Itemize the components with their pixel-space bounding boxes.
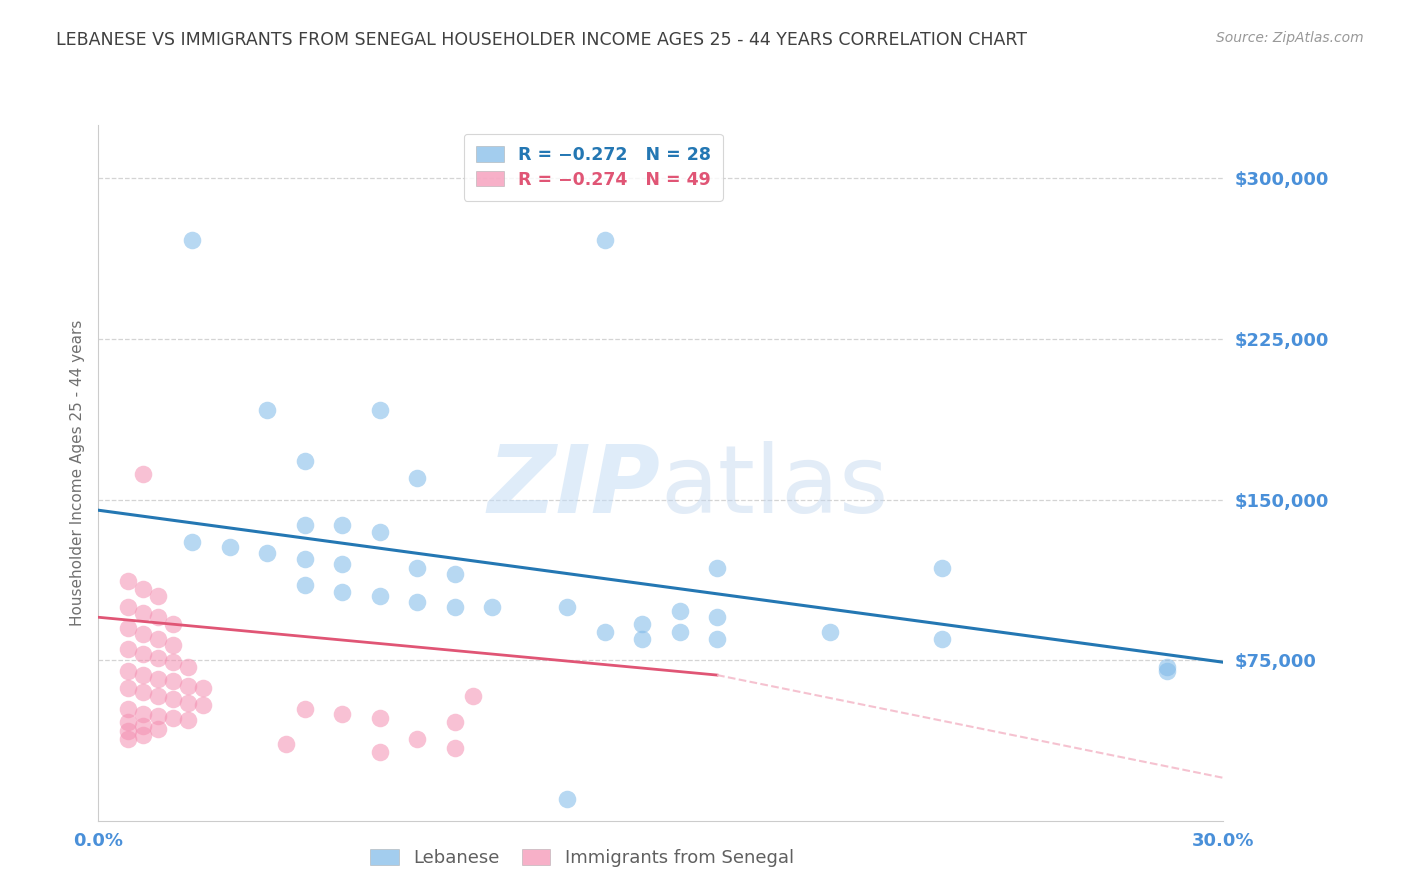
- Point: [117, 702, 139, 716]
- Point: [177, 713, 200, 727]
- Point: [162, 616, 184, 631]
- Text: atlas: atlas: [661, 441, 889, 533]
- Point: [593, 625, 616, 640]
- Point: [148, 690, 170, 704]
- Point: [294, 518, 316, 533]
- Point: [368, 745, 391, 759]
- Point: [294, 578, 316, 592]
- Point: [132, 627, 155, 641]
- Point: [330, 584, 353, 599]
- Point: [148, 708, 170, 723]
- Point: [132, 728, 155, 742]
- Point: [631, 632, 654, 646]
- Point: [406, 471, 429, 485]
- Point: [162, 655, 184, 669]
- Text: LEBANESE VS IMMIGRANTS FROM SENEGAL HOUSEHOLDER INCOME AGES 25 - 44 YEARS CORREL: LEBANESE VS IMMIGRANTS FROM SENEGAL HOUS…: [56, 31, 1028, 49]
- Point: [148, 722, 170, 736]
- Point: [117, 574, 139, 588]
- Point: [443, 715, 465, 730]
- Point: [931, 632, 953, 646]
- Point: [555, 599, 578, 614]
- Point: [706, 561, 728, 575]
- Point: [193, 698, 215, 712]
- Point: [148, 651, 170, 665]
- Point: [294, 702, 316, 716]
- Point: [162, 711, 184, 725]
- Point: [1156, 664, 1178, 678]
- Point: [132, 719, 155, 733]
- Point: [256, 402, 278, 417]
- Point: [148, 632, 170, 646]
- Point: [256, 546, 278, 560]
- Point: [177, 696, 200, 710]
- Point: [148, 673, 170, 687]
- Point: [631, 616, 654, 631]
- Point: [368, 589, 391, 603]
- Point: [368, 524, 391, 539]
- Point: [406, 561, 429, 575]
- Point: [177, 679, 200, 693]
- Point: [117, 732, 139, 747]
- Point: [117, 664, 139, 678]
- Point: [148, 589, 170, 603]
- Point: [443, 740, 465, 755]
- Point: [148, 610, 170, 624]
- Point: [818, 625, 841, 640]
- Point: [406, 732, 429, 747]
- Point: [132, 668, 155, 682]
- Point: [132, 685, 155, 699]
- Point: [162, 691, 184, 706]
- Point: [132, 706, 155, 721]
- Point: [555, 792, 578, 806]
- Point: [274, 737, 297, 751]
- Point: [668, 625, 690, 640]
- Point: [117, 599, 139, 614]
- Point: [481, 599, 503, 614]
- Point: [162, 674, 184, 689]
- Text: ZIP: ZIP: [488, 441, 661, 533]
- Point: [443, 599, 465, 614]
- Point: [117, 681, 139, 695]
- Point: [463, 690, 485, 704]
- Point: [132, 582, 155, 597]
- Legend: Lebanese, Immigrants from Senegal: Lebanese, Immigrants from Senegal: [363, 841, 801, 874]
- Text: Source: ZipAtlas.com: Source: ZipAtlas.com: [1216, 31, 1364, 45]
- Point: [368, 402, 391, 417]
- Point: [406, 595, 429, 609]
- Point: [117, 715, 139, 730]
- Point: [117, 723, 139, 738]
- Point: [593, 234, 616, 248]
- Point: [162, 638, 184, 652]
- Y-axis label: Householder Income Ages 25 - 44 years: Householder Income Ages 25 - 44 years: [69, 319, 84, 626]
- Point: [294, 454, 316, 468]
- Point: [330, 706, 353, 721]
- Point: [132, 467, 155, 481]
- Point: [181, 234, 204, 248]
- Point: [181, 535, 204, 549]
- Point: [668, 604, 690, 618]
- Point: [706, 610, 728, 624]
- Point: [218, 540, 240, 554]
- Point: [117, 621, 139, 635]
- Point: [1156, 659, 1178, 673]
- Point: [443, 567, 465, 582]
- Point: [193, 681, 215, 695]
- Point: [132, 606, 155, 620]
- Point: [117, 642, 139, 657]
- Point: [177, 659, 200, 673]
- Point: [330, 557, 353, 571]
- Point: [368, 711, 391, 725]
- Point: [132, 647, 155, 661]
- Point: [706, 632, 728, 646]
- Point: [294, 552, 316, 566]
- Point: [330, 518, 353, 533]
- Point: [931, 561, 953, 575]
